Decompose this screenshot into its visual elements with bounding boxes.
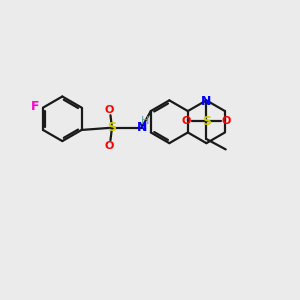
Text: O: O (104, 140, 114, 151)
Text: O: O (104, 105, 114, 115)
Text: N: N (136, 121, 147, 134)
Text: O: O (182, 116, 191, 126)
Text: H: H (140, 116, 149, 126)
Text: F: F (31, 100, 40, 113)
Text: S: S (202, 115, 211, 128)
Text: N: N (201, 95, 212, 108)
Text: S: S (107, 121, 116, 134)
Text: O: O (222, 116, 231, 126)
